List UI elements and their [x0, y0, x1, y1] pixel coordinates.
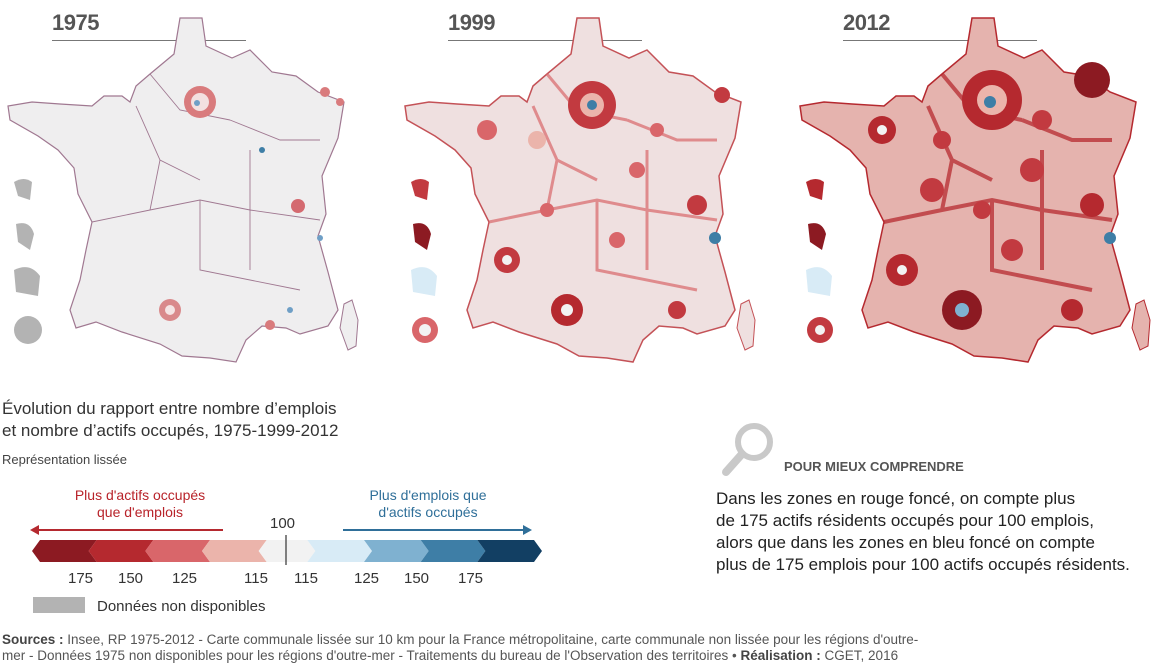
legend-class-5 [307, 540, 372, 562]
legend-tick: 150 [118, 570, 144, 587]
title-line-2: et nombre d’actifs occupés, 1975-1999-20… [2, 421, 339, 440]
legend-blue-label: Plus d'emplois que d'actifs occupés [330, 487, 526, 521]
legend-red-label-line2: que d'emplois [97, 504, 183, 520]
explain-line-3: alors que dans les zones en bleu foncé o… [716, 533, 1095, 552]
explain-line-1: Dans les zones en rouge foncé, on compte… [716, 489, 1076, 508]
map-year-label: 2012 [843, 10, 890, 35]
legend-blue-label-line2: d'actifs occupés [378, 504, 478, 520]
france-map-1975 [7, 17, 359, 363]
realisation-value: CGET, 2016 [820, 648, 899, 663]
year-underline [843, 40, 1037, 41]
legend-scale [30, 525, 542, 565]
sources-note: Sources : Insee, RP 1975-2012 - Carte co… [2, 632, 1164, 664]
legend-tick: 115 [244, 570, 268, 587]
year-underline [448, 40, 642, 41]
title-line-1: Évolution du rapport entre nombre d’empl… [2, 399, 337, 418]
legend-red-label: Plus d'actifs occupés que d'emplois [42, 487, 238, 521]
na-swatch [33, 597, 85, 613]
legend-class-4 [258, 540, 316, 562]
magnifier-icon [722, 423, 773, 476]
sources-label: Sources : [2, 632, 64, 647]
explain-line-4: plus de 175 emplois pour 100 actifs occu… [716, 555, 1130, 574]
legend-red-label-line1: Plus d'actifs occupés [74, 487, 206, 503]
explain-text: Dans les zones en rouge foncé, on compte… [716, 488, 1130, 576]
left-arrow-head [30, 525, 39, 535]
france-map-1999 [404, 17, 756, 363]
legend-class-7 [420, 540, 486, 562]
right-arrow-head [523, 525, 532, 535]
legend-tick: 175 [458, 570, 484, 587]
legend-class-1 [88, 540, 154, 562]
legend-tick: 125 [354, 570, 380, 587]
realisation-label: Réalisation : [740, 648, 821, 663]
na-label: Données non disponibles [97, 598, 266, 615]
legend-tick: 150 [404, 570, 430, 587]
map-year-label: 1999 [448, 10, 495, 35]
france-map-2012 [799, 17, 1151, 363]
explain-heading: POUR MIEUX COMPRENDRE [784, 459, 964, 474]
legend-tick: 115 [294, 570, 318, 587]
overseas-no-data [14, 179, 32, 200]
chart-title: Évolution du rapport entre nombre d’empl… [2, 398, 338, 442]
legend-blue-label-line1: Plus d'emplois que [369, 487, 487, 503]
legend-center-value: 100 [270, 515, 296, 532]
legend-tick: 175 [68, 570, 94, 587]
year-underline [52, 40, 246, 41]
legend-class-0 [32, 540, 97, 562]
legend-class-2 [145, 540, 210, 562]
legend-class-3 [202, 540, 267, 562]
explain-line-2: de 175 actifs résidents occupés pour 100… [716, 511, 1095, 530]
map-year-label: 1975 [52, 10, 99, 35]
sources-text-2: mer - Données 1975 non disponibles pour … [2, 648, 741, 663]
legend-tick: 125 [172, 570, 198, 587]
sources-text-1: Insee, RP 1975-2012 - Carte communale li… [63, 632, 919, 647]
subtitle: Représentation lissée [2, 452, 128, 467]
legend-class-6 [364, 540, 429, 562]
legend-class-8 [477, 540, 542, 562]
